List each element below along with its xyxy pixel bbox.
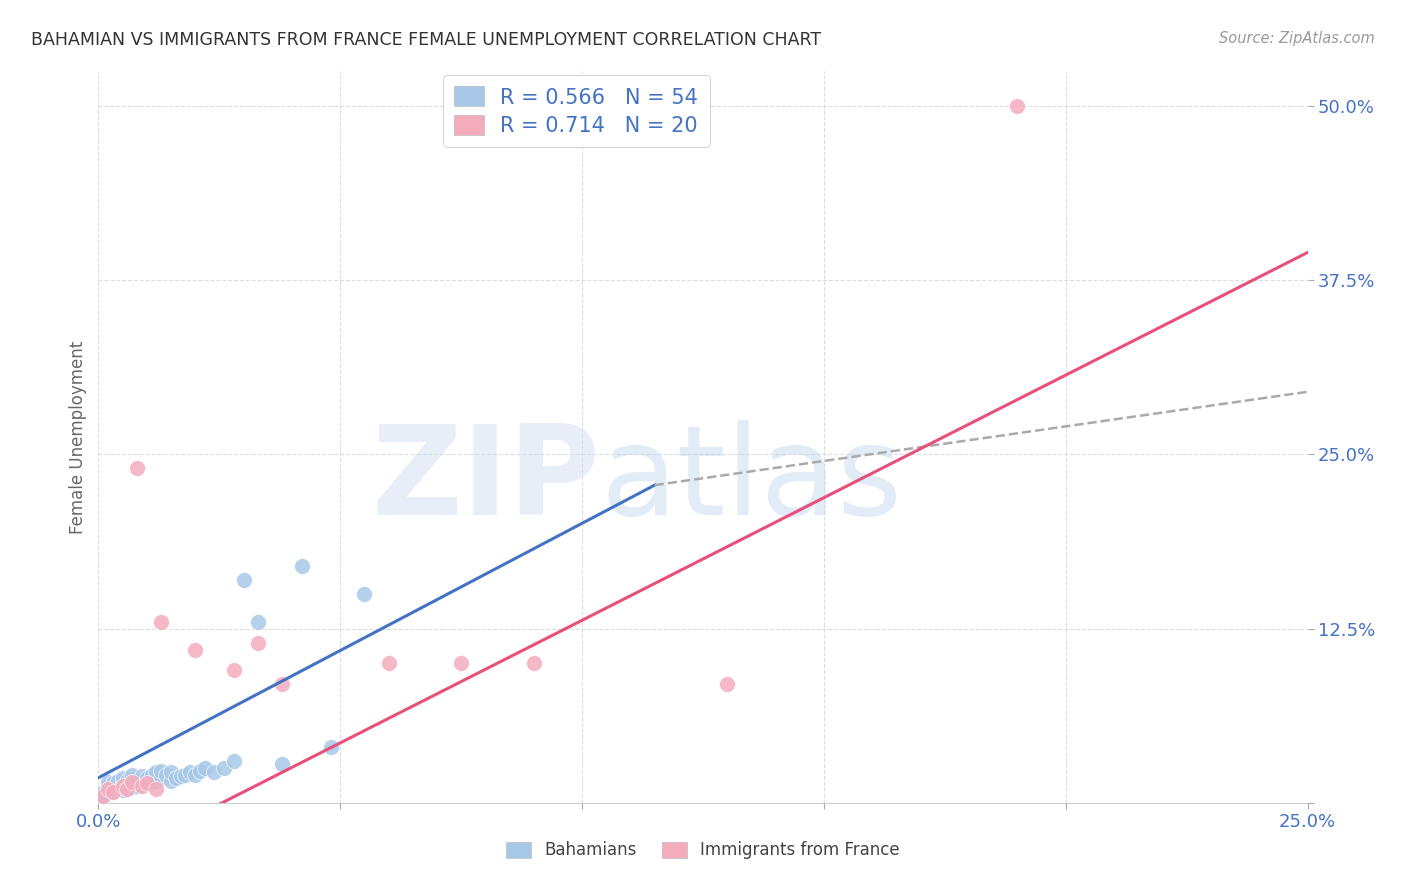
Point — [145, 773, 167, 788]
Point — [117, 778, 139, 792]
Point — [169, 769, 191, 783]
Y-axis label: Female Unemployment: Female Unemployment — [69, 341, 87, 533]
Point — [150, 615, 173, 629]
Point — [145, 781, 167, 796]
Point — [290, 558, 312, 573]
Point — [121, 775, 143, 789]
Point — [1007, 99, 1029, 113]
Point — [97, 775, 120, 789]
Point — [107, 781, 129, 796]
Point — [101, 785, 124, 799]
Point — [319, 740, 342, 755]
Point — [131, 773, 153, 788]
Text: BAHAMIAN VS IMMIGRANTS FROM FRANCE FEMALE UNEMPLOYMENT CORRELATION CHART: BAHAMIAN VS IMMIGRANTS FROM FRANCE FEMAL… — [31, 31, 821, 49]
Point — [523, 657, 546, 671]
Point — [121, 772, 143, 786]
Point — [101, 785, 124, 799]
Point — [101, 779, 124, 793]
Text: Source: ZipAtlas.com: Source: ZipAtlas.com — [1219, 31, 1375, 46]
Point — [271, 677, 294, 691]
Point — [111, 783, 134, 797]
Point — [91, 785, 114, 799]
Point — [184, 768, 207, 782]
Point — [222, 754, 245, 768]
Point — [97, 781, 120, 796]
Point — [121, 776, 143, 790]
Point — [111, 779, 134, 793]
Point — [117, 781, 139, 796]
Point — [91, 789, 114, 803]
Point — [111, 771, 134, 785]
Point — [204, 765, 226, 780]
Point — [222, 664, 245, 678]
Point — [232, 573, 254, 587]
Point — [131, 769, 153, 783]
Point — [117, 773, 139, 788]
Point — [117, 781, 139, 796]
Point — [247, 635, 270, 649]
Point — [174, 768, 197, 782]
Point — [135, 771, 157, 785]
Point — [121, 780, 143, 795]
Point — [188, 764, 211, 778]
Point — [184, 642, 207, 657]
Point — [91, 789, 114, 803]
Point — [111, 775, 134, 789]
Point — [450, 657, 472, 671]
Point — [716, 677, 738, 691]
Point — [160, 765, 183, 780]
Point — [131, 779, 153, 793]
Point — [111, 779, 134, 793]
Point — [145, 765, 167, 780]
Point — [127, 461, 149, 475]
Point — [353, 587, 375, 601]
Point — [141, 775, 163, 789]
Point — [160, 773, 183, 788]
Point — [121, 768, 143, 782]
Point — [141, 768, 163, 782]
Point — [179, 765, 201, 780]
Point — [97, 779, 120, 793]
Point — [155, 768, 177, 782]
Point — [127, 773, 149, 788]
Point — [135, 776, 157, 790]
Point — [247, 615, 270, 629]
Point — [377, 657, 399, 671]
Point — [127, 779, 149, 793]
Point — [107, 773, 129, 788]
Point — [131, 778, 153, 792]
Point — [107, 778, 129, 792]
Point — [271, 756, 294, 771]
Point — [212, 761, 235, 775]
Point — [194, 761, 217, 775]
Point — [150, 764, 173, 778]
Point — [165, 771, 187, 785]
Point — [97, 781, 120, 796]
Legend: Bahamians, Immigrants from France: Bahamians, Immigrants from France — [498, 833, 908, 868]
Point — [150, 771, 173, 785]
Text: ZIP: ZIP — [371, 420, 600, 541]
Point — [135, 776, 157, 790]
Text: atlas: atlas — [600, 420, 903, 541]
Point — [101, 776, 124, 790]
